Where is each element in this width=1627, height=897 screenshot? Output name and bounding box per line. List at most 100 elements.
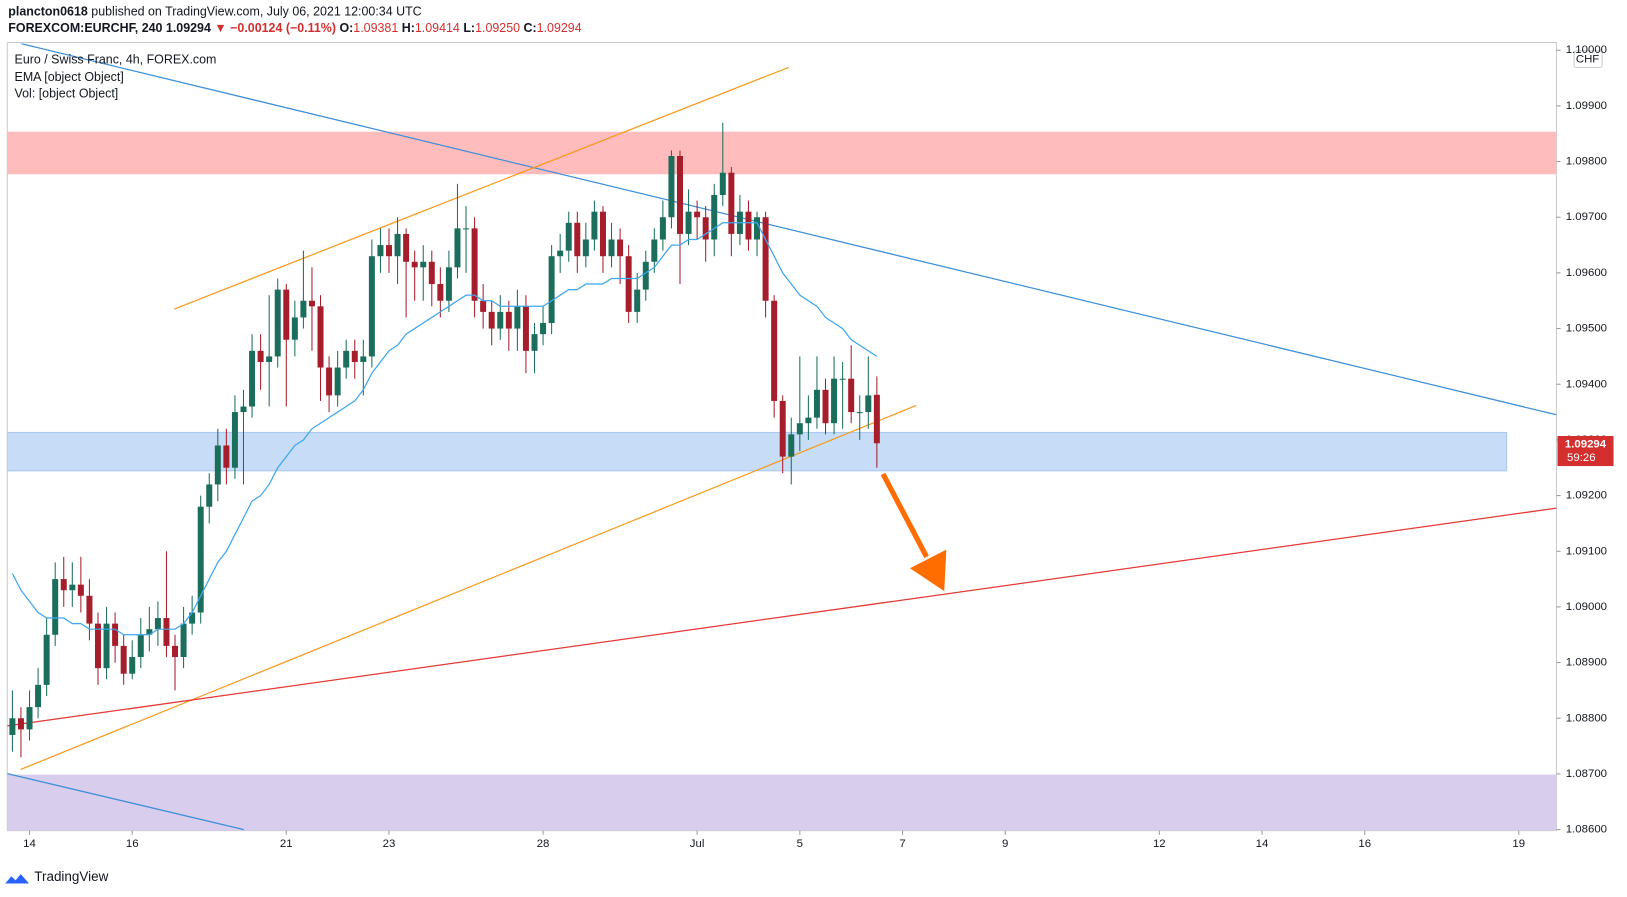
x-tick-label: 19 [1512,838,1525,850]
candle-body [813,389,820,418]
candle-body [677,156,683,234]
candle-body [231,412,238,468]
ohlc-value: 1.09381 [353,21,398,35]
candle-body [805,417,812,424]
brand: TradingView [34,869,108,884]
x-tick-label: 28 [537,838,550,850]
y-tick-label: 1.08700 [1566,768,1607,780]
candle-body [206,484,213,507]
y-tick-label: 1.08600 [1566,824,1607,836]
y-tick-label: 1.09200 [1566,490,1607,502]
y-tick-label: 1.09800 [1566,156,1607,168]
x-tick-label: 16 [1358,838,1371,850]
ohlc-key: O: [339,21,353,35]
candle-body [702,217,709,240]
demand-zone [7,774,1557,831]
candle-body [719,172,726,195]
ohlc-value: 1.09250 [475,21,520,35]
currency: CHF [1576,54,1599,66]
ohlc-key: H: [402,21,415,35]
candle-body [360,356,367,362]
x-tick-label: 21 [280,838,293,850]
candle-body [540,323,547,335]
ohlc-key: C: [524,21,537,35]
candle-body [565,222,572,251]
candle-body [531,334,538,351]
candle-body [77,584,84,596]
candle-body [591,211,598,240]
candle-body [428,261,435,285]
x-tick-label: 23 [383,838,396,850]
candle-body [420,261,427,268]
candle-body [762,217,769,301]
candle-body [197,506,204,613]
candle-body [754,217,761,240]
candle-body [505,311,512,329]
candle-body [642,261,649,290]
candle-body [283,289,290,340]
candle-body [497,311,504,329]
y-tick-label: 1.09000 [1566,601,1607,613]
drawings [7,43,1557,831]
candle-body [26,707,33,730]
candle-body [848,378,855,413]
author: plancton0618 [8,5,88,19]
y-tick-label: 1.09600 [1566,267,1607,279]
candle-body [180,623,187,658]
candle-body [163,618,170,646]
candle-body [728,172,735,234]
trend-line [7,772,244,831]
candle-body [788,434,795,457]
candle-body [463,228,470,230]
symbol-line: FOREXCOM:EURCHF, 240 1.09294 ▼ −0.00124 … [8,21,581,35]
candle-body [300,300,307,318]
brand-logo [5,874,30,884]
candle-body [266,356,273,362]
candle-body [394,233,401,257]
candle-body [94,623,101,669]
candle-body [240,406,247,413]
candle-body [480,300,487,312]
candle-body [831,378,838,424]
legend-indicator: EMA [object Object] [15,70,124,84]
candle-body [711,194,718,240]
x-tick-label: Jul [690,838,705,850]
candle-body [685,211,692,234]
resistance-zone [7,131,1557,175]
ohlc-key: L: [463,21,475,35]
y-tick-label: 1.09100 [1566,545,1607,557]
candle-body [771,300,778,401]
candle-body [146,629,153,635]
x-tick-label: 16 [126,838,139,850]
legend-title: Euro / Swiss Franc, 4h, FOREX.com [15,52,217,66]
candle-body [377,245,384,257]
candle-body [129,657,136,674]
change: ▼ −0.00124 (−0.11%) [214,21,336,35]
candle-body [865,395,872,413]
candle-body [437,284,444,301]
y-tick-label: 1.09500 [1566,323,1607,335]
x-tick-label: 14 [23,838,36,850]
candle-body [154,618,161,630]
candle-body [9,718,16,735]
candle-body [694,211,701,218]
candle-body [617,239,624,257]
candle-body [249,350,256,407]
candle-body [745,211,752,240]
last: 1.09294 [166,21,211,35]
candle-body [839,378,846,380]
candle-body [43,634,50,685]
arrow [880,472,947,592]
candle-body [582,239,589,257]
candle-body [257,350,264,362]
candle-body [779,400,786,457]
candle-body [856,412,863,414]
candle-body [403,233,410,262]
candle-body [796,423,803,435]
candle-body [351,350,358,362]
x-tick-label: 5 [797,838,803,850]
candle-body [368,256,375,357]
candle-body [625,256,632,312]
